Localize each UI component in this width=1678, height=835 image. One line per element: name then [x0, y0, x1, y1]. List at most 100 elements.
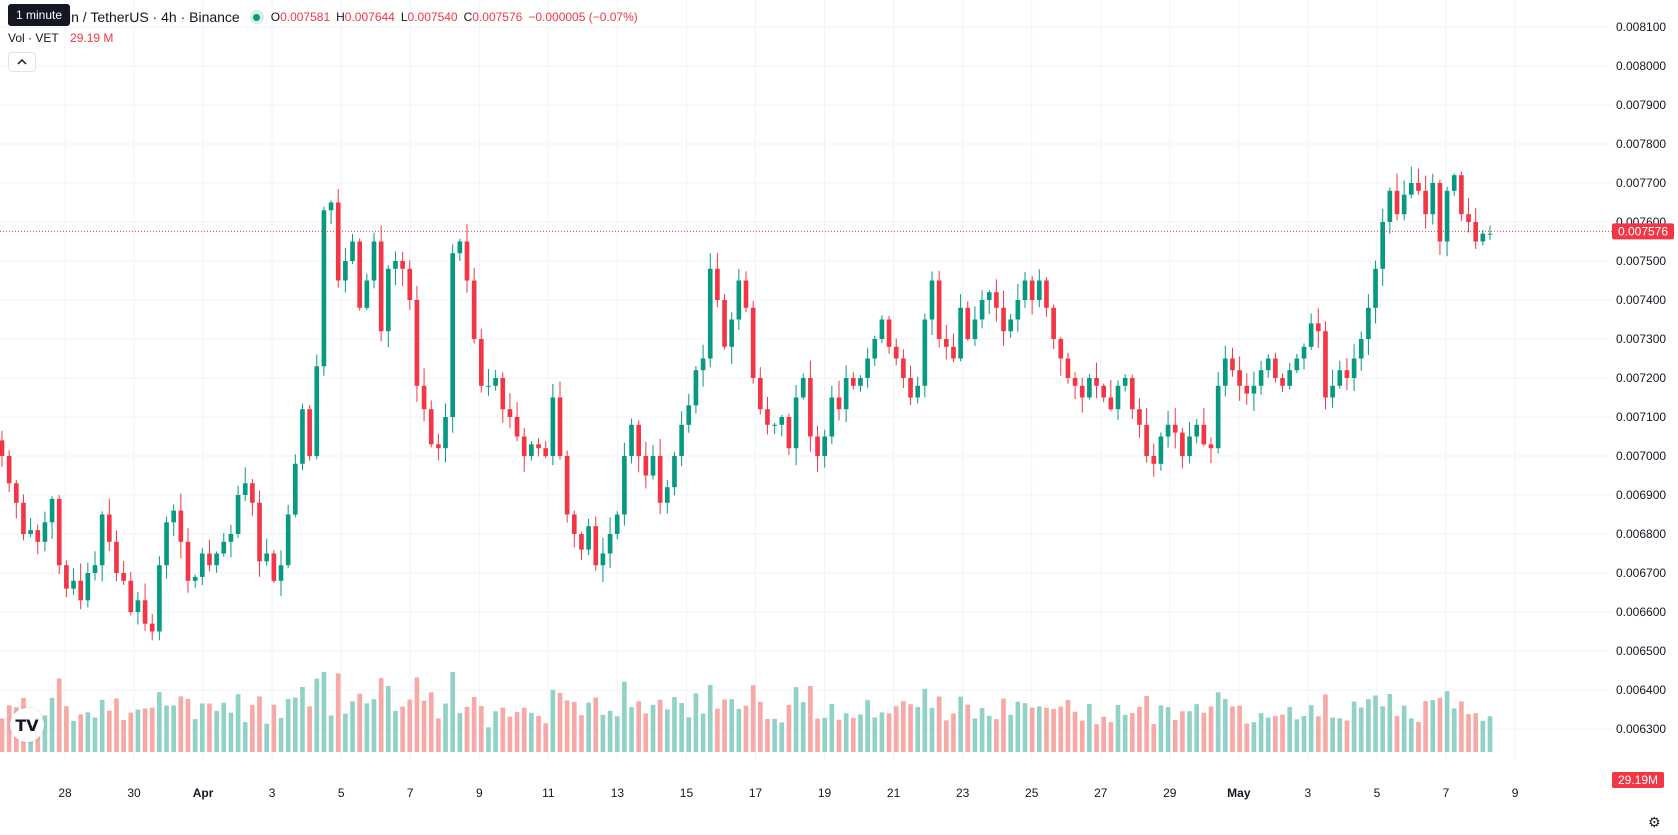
- candle-body: [1087, 378, 1092, 398]
- candle-body: [1187, 436, 1192, 456]
- candle-body: [550, 397, 556, 456]
- candle-body: [214, 553, 219, 566]
- gear-icon[interactable]: ⚙: [1648, 814, 1661, 830]
- volume-bar: [1165, 707, 1171, 752]
- candle-body: [228, 534, 234, 542]
- candle-body: [486, 385, 491, 387]
- volume-bar: [192, 719, 198, 752]
- candle-body: [357, 241, 363, 308]
- price-axis[interactable]: 0.008100 0.008000 0.007900 0.007800 0.007700…: [1616, 20, 1666, 736]
- volume-bar: [850, 717, 856, 752]
- volume-bar: [564, 700, 570, 752]
- candle-body: [457, 241, 463, 254]
- volume-bar: [679, 703, 684, 752]
- candle-body: [471, 280, 477, 339]
- change-value: −0.000005 (−0.07%): [528, 10, 638, 24]
- candle-body: [972, 319, 978, 339]
- candle-body: [1079, 385, 1085, 398]
- volume-bar: [471, 696, 477, 752]
- candle-body: [743, 280, 749, 308]
- volume-bar: [257, 696, 262, 752]
- volume-bar: [428, 692, 434, 752]
- candle-body: [571, 514, 577, 534]
- candle-body: [607, 534, 613, 554]
- collapse-legend-button[interactable]: [8, 52, 36, 72]
- volume-bar: [1451, 708, 1457, 752]
- volume-bar: [450, 672, 456, 752]
- candle-body: [1151, 456, 1157, 464]
- candle-body: [443, 417, 448, 449]
- price-tick-label: 0.007500: [1616, 254, 1666, 268]
- volume-bar: [49, 697, 55, 752]
- candle-body: [1129, 378, 1135, 410]
- time-tick-label: 25: [1025, 786, 1039, 800]
- tradingview-logo-icon[interactable]: TV: [10, 708, 44, 742]
- volume-legend[interactable]: Vol · VET 29.19 M: [8, 31, 113, 45]
- candle-body: [192, 576, 198, 581]
- candle-body: [1137, 409, 1142, 425]
- time-tick-label: 28: [58, 786, 72, 800]
- volume-bar: [750, 685, 756, 752]
- candle-body: [1444, 190, 1450, 242]
- volume-bar: [1423, 701, 1428, 752]
- volume-bar: [478, 705, 484, 752]
- candle-body: [657, 456, 663, 503]
- time-axis[interactable]: 28 30 Apr 3 5 7 9 11 13 15 17 19 21 23 25 27 29 May 3 5 7 9: [58, 786, 1518, 800]
- candle-body: [836, 397, 842, 410]
- candle-body: [1244, 385, 1250, 394]
- candle-body: [400, 261, 405, 269]
- volume-bar: [264, 723, 270, 752]
- volume-bar: [579, 715, 584, 752]
- symbol-title[interactable]: in / TetherUS · 4h · Binance: [68, 9, 240, 25]
- price-tick-label: 0.007300: [1616, 332, 1666, 346]
- candle-body: [757, 378, 763, 410]
- candle-body: [1430, 183, 1436, 215]
- candle-body: [1008, 319, 1014, 332]
- market-status-icon[interactable]: [249, 10, 264, 24]
- candle-body: [1022, 280, 1028, 300]
- volume-bar: [228, 712, 234, 752]
- candle-body: [85, 573, 91, 601]
- volume-bar: [1008, 714, 1014, 752]
- volume-bar: [486, 727, 491, 752]
- volume-bar: [106, 710, 112, 752]
- volume-bar: [1194, 704, 1200, 752]
- price-tick-label: 0.006400: [1616, 683, 1666, 697]
- volume-bar: [114, 698, 119, 752]
- volume-bar: [1215, 692, 1221, 752]
- volume-bar: [1244, 723, 1250, 752]
- candle-body: [901, 358, 906, 378]
- interval-tooltip: 1 minute: [8, 4, 71, 26]
- volume-bar: [307, 706, 312, 752]
- candle-body: [207, 553, 212, 566]
- candle-body: [42, 522, 48, 542]
- volume-bar: [829, 704, 835, 752]
- volume-bar: [350, 701, 355, 752]
- candle-body: [765, 409, 770, 425]
- volume-bar: [1029, 707, 1035, 752]
- candle-body: [371, 241, 377, 281]
- time-tick-label: 11: [542, 786, 555, 800]
- candle-body: [1108, 397, 1114, 410]
- candle-body: [1015, 300, 1021, 320]
- candle-body: [736, 280, 742, 320]
- volume-bar: [986, 715, 992, 752]
- volume-bar: [271, 704, 277, 752]
- volume-bar: [335, 673, 341, 752]
- candle-body: [1094, 378, 1099, 386]
- volume-bar: [743, 705, 749, 752]
- volume-bar: [972, 718, 978, 752]
- candle-body: [1280, 378, 1285, 386]
- volume-bar: [1108, 722, 1114, 752]
- candle-body: [171, 510, 177, 523]
- price-tick-label: 0.007100: [1616, 410, 1666, 424]
- time-tick-label: 17: [749, 786, 763, 800]
- volume-badge: 29.19M: [1612, 772, 1664, 788]
- volume-bar: [1251, 722, 1257, 752]
- volume-bar: [736, 708, 742, 752]
- volume-bar: [178, 696, 184, 752]
- candle-body: [493, 378, 498, 386]
- candle-body: [686, 405, 692, 425]
- volume-bar: [149, 707, 155, 752]
